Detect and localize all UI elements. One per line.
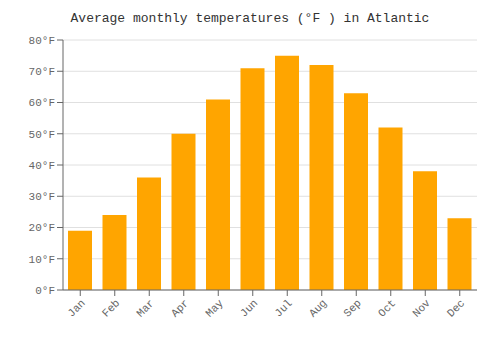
svg-text:Oct: Oct — [376, 297, 398, 319]
svg-text:Apr: Apr — [169, 297, 191, 319]
svg-text:Nov: Nov — [410, 297, 433, 320]
svg-text:30°F: 30°F — [29, 191, 55, 203]
svg-text:May: May — [203, 297, 226, 320]
svg-text:Jan: Jan — [65, 297, 87, 319]
svg-text:10°F: 10°F — [29, 254, 55, 266]
svg-text:Feb: Feb — [100, 297, 122, 319]
svg-text:50°F: 50°F — [29, 129, 55, 141]
svg-text:Sep: Sep — [341, 297, 363, 319]
svg-text:70°F: 70°F — [29, 66, 55, 78]
svg-text:80°F: 80°F — [29, 35, 55, 47]
svg-text:Mar: Mar — [134, 297, 156, 319]
svg-text:20°F: 20°F — [29, 222, 55, 234]
svg-text:Dec: Dec — [445, 297, 467, 319]
svg-text:Jun: Jun — [238, 297, 260, 319]
svg-text:Jul: Jul — [272, 297, 294, 319]
html-text:Average monthly temperatures (: Average monthly temperatures (°F ) in At… — [70, 11, 430, 26]
svg-text:0°F: 0°F — [35, 285, 55, 297]
svg-text:60°F: 60°F — [29, 97, 55, 109]
svg-text:Aug: Aug — [307, 297, 329, 319]
svg-text:40°F: 40°F — [29, 160, 55, 172]
